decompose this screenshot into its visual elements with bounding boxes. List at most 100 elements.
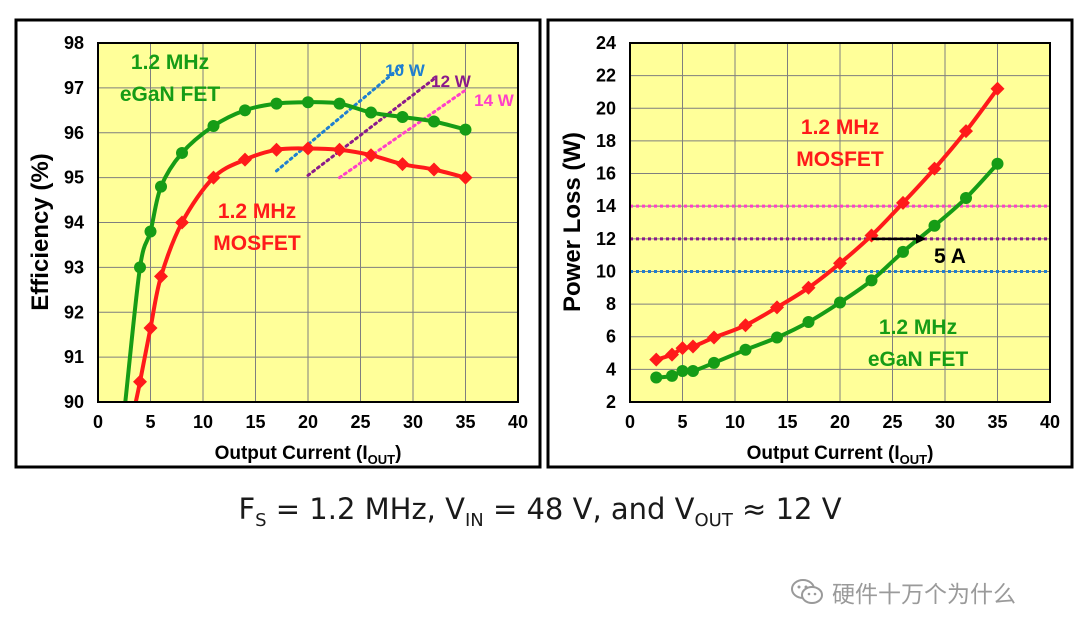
x-tick-label: 30 <box>935 412 955 432</box>
data-point-1-2-mhz-mosfet <box>927 161 942 176</box>
data-point-1-2-mhz-mosfet <box>801 280 816 295</box>
x-tick-label: 40 <box>1040 412 1060 432</box>
data-point-1-2-mhz-egan-fet <box>144 225 157 238</box>
x-tick-label: 35 <box>455 412 475 432</box>
data-point-1-2-mhz-egan-fet <box>333 97 346 110</box>
gan-annotation-line2: eGaN FET <box>868 348 969 371</box>
y-tick-label: 18 <box>596 131 616 151</box>
data-point-1-2-mhz-egan-fet <box>239 104 251 117</box>
mosfet-annotation-line2: MOSFET <box>796 148 884 171</box>
y-tick-label: 16 <box>596 164 616 184</box>
y-tick-label: 94 <box>64 213 84 233</box>
data-point-1-2-mhz-egan-fet <box>396 111 409 124</box>
data-point-1-2-mhz-mosfet <box>686 339 700 354</box>
x-tick-label: 10 <box>725 412 745 432</box>
data-point-1-2-mhz-egan-fet <box>134 261 146 274</box>
data-point-1-2-mhz-egan-fet <box>960 192 972 205</box>
y-tick-label: 96 <box>64 123 84 143</box>
data-point-1-2-mhz-egan-fet <box>708 356 720 369</box>
data-point-1-2-mhz-mosfet <box>959 124 973 139</box>
arrow-label-5a: 5 A <box>934 245 966 268</box>
data-point-1-2-mhz-mosfet <box>707 330 721 345</box>
x-tick-label: 20 <box>298 412 318 432</box>
data-point-1-2-mhz-mosfet <box>665 347 679 362</box>
x-tick-label: 35 <box>987 412 1007 432</box>
x-tick-label: 15 <box>245 412 265 432</box>
data-point-1-2-mhz-mosfet <box>458 170 473 185</box>
y-tick-label: 24 <box>596 33 616 53</box>
data-point-1-2-mhz-mosfet <box>175 215 189 230</box>
watermark: 硬件十万个为什么 <box>790 574 1070 610</box>
x-tick-label: 0 <box>93 412 103 432</box>
x-tick-label: 20 <box>830 412 850 432</box>
y-tick-label: 98 <box>64 33 84 53</box>
data-point-1-2-mhz-egan-fet <box>428 115 440 128</box>
efficiency-contour-label-12w: 12 W <box>431 72 472 91</box>
gan-annotation-line1: 1.2 MHz <box>879 316 957 339</box>
mosfet-annotation-line2: MOSFET <box>213 232 301 255</box>
data-point-1-2-mhz-egan-fet <box>676 364 689 377</box>
efficiency-series <box>123 96 473 403</box>
data-point-1-2-mhz-mosfet <box>896 195 910 210</box>
x-tick-label: 25 <box>882 412 902 432</box>
power-loss-y-axis-label: Power Loss (W) <box>559 132 586 312</box>
data-point-1-2-mhz-egan-fet <box>897 245 909 258</box>
data-point-1-2-mhz-egan-fet <box>365 106 377 119</box>
y-tick-label: 92 <box>64 302 84 322</box>
efficiency-contour-label-10w: 10 W <box>385 61 426 80</box>
data-point-1-2-mhz-mosfet <box>206 170 221 185</box>
y-tick-label: 6 <box>606 327 616 347</box>
x-tick-label: 25 <box>350 412 370 432</box>
y-tick-label: 2 <box>606 392 616 412</box>
data-point-1-2-mhz-mosfet <box>301 141 315 156</box>
y-tick-label: 20 <box>596 98 616 118</box>
data-point-1-2-mhz-egan-fet <box>302 96 314 109</box>
data-point-1-2-mhz-egan-fet <box>991 157 1004 170</box>
y-tick-label: 93 <box>64 257 84 277</box>
data-point-1-2-mhz-egan-fet <box>834 296 846 309</box>
y-tick-label: 95 <box>64 168 84 188</box>
data-point-1-2-mhz-mosfet <box>395 157 410 172</box>
data-point-1-2-mhz-egan-fet <box>666 369 678 382</box>
y-tick-label: 22 <box>596 66 616 86</box>
data-point-1-2-mhz-mosfet <box>154 269 168 284</box>
data-point-1-2-mhz-egan-fet <box>176 146 188 159</box>
efficiency-y-axis-label: Efficiency (%) <box>27 153 54 310</box>
x-tick-label: 5 <box>145 412 155 432</box>
gan-annotation-line1: 1.2 MHz <box>131 51 209 74</box>
wechat-icon <box>791 579 823 604</box>
data-point-1-2-mhz-egan-fet <box>650 371 663 384</box>
mosfet-annotation-line1: 1.2 MHz <box>218 200 296 223</box>
data-point-1-2-mhz-egan-fet <box>459 123 472 136</box>
y-tick-label: 4 <box>606 359 616 379</box>
power-loss-x-axis-label: Output Current (IOUT) <box>747 443 934 467</box>
efficiency-plot-border <box>97 42 519 403</box>
y-tick-label: 91 <box>64 347 84 367</box>
loss-contours <box>275 63 467 180</box>
data-point-1-2-mhz-egan-fet <box>687 364 699 377</box>
loss-contour-10-w <box>275 63 404 173</box>
data-point-1-2-mhz-mosfet <box>332 142 347 157</box>
x-tick-label: 5 <box>677 412 687 432</box>
data-point-1-2-mhz-egan-fet <box>155 180 167 193</box>
operating-conditions-caption: FS = 1.2 MHz, VIN = 48 V, and VOUT ≈ 12 … <box>238 492 842 531</box>
data-point-1-2-mhz-mosfet <box>770 300 784 315</box>
y-tick-label: 90 <box>64 392 84 412</box>
loss-contour-14-w <box>338 88 467 180</box>
data-point-1-2-mhz-mosfet <box>649 352 664 367</box>
data-point-1-2-mhz-mosfet <box>675 341 690 356</box>
data-point-1-2-mhz-mosfet <box>143 320 158 335</box>
data-point-1-2-mhz-egan-fet <box>270 97 283 110</box>
data-point-1-2-mhz-mosfet <box>133 374 147 389</box>
data-point-1-2-mhz-mosfet <box>269 142 284 157</box>
y-tick-label: 10 <box>596 261 616 281</box>
data-point-1-2-mhz-egan-fet <box>802 316 815 329</box>
data-point-1-2-mhz-egan-fet <box>865 274 878 287</box>
data-point-1-2-mhz-mosfet <box>833 256 847 271</box>
y-tick-label: 12 <box>596 229 616 249</box>
y-tick-label: 14 <box>596 196 616 216</box>
data-point-1-2-mhz-egan-fet <box>739 343 752 356</box>
